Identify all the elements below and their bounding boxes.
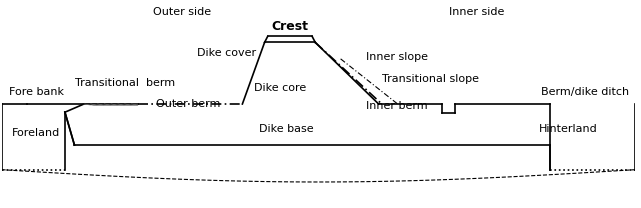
Text: Fore bank: Fore bank <box>9 87 64 97</box>
Text: Foreland: Foreland <box>12 128 60 138</box>
Text: Inner slope: Inner slope <box>366 52 428 62</box>
Polygon shape <box>84 104 138 105</box>
Text: Dike core: Dike core <box>254 83 306 93</box>
Text: Transitional  berm: Transitional berm <box>75 78 175 88</box>
Text: Outer berm: Outer berm <box>156 99 221 109</box>
Text: Crest: Crest <box>271 20 308 32</box>
Text: Inner berm: Inner berm <box>366 101 428 111</box>
Text: Hinterland: Hinterland <box>539 124 598 134</box>
Text: Inner side: Inner side <box>449 7 504 17</box>
Text: Transitional slope: Transitional slope <box>382 74 479 84</box>
Text: Berm/dike ditch: Berm/dike ditch <box>540 87 629 97</box>
Text: Dike cover: Dike cover <box>197 48 256 58</box>
Text: Dike base: Dike base <box>260 124 314 134</box>
Text: Outer side: Outer side <box>153 7 212 17</box>
